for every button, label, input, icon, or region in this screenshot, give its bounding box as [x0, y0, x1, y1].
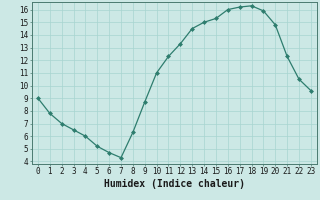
X-axis label: Humidex (Indice chaleur): Humidex (Indice chaleur): [104, 179, 245, 189]
